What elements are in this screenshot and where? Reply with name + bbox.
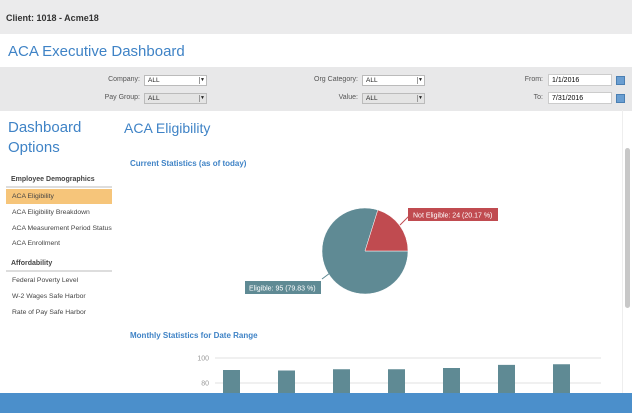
to-date-input[interactable]: 7/31/2016 [548, 92, 612, 104]
client-header: Client: 1018 - Acme18 [0, 0, 632, 34]
pay-group-select[interactable]: ALL ▼ [144, 93, 207, 104]
chevron-down-icon: ▼ [417, 95, 423, 102]
org-category-value: ALL [366, 77, 378, 84]
org-category-label: Org Category: [314, 76, 358, 83]
org-category-select[interactable]: ALL ▼ [362, 75, 425, 86]
bar-month-6[interactable] [498, 364, 515, 393]
chevron-down-icon: ▼ [417, 77, 423, 84]
sidebar-title-line2: Options [8, 139, 60, 156]
monthly-stats-title: Monthly Statistics for Date Range [130, 331, 258, 340]
company-select[interactable]: ALL ▼ [144, 75, 207, 86]
chevron-down-icon: ▼ [199, 95, 205, 102]
sidebar-item-aca-measurement-period-status[interactable]: ACA Measurement Period Status [12, 225, 112, 232]
bar-month-7[interactable] [553, 364, 570, 393]
pay-group-value: ALL [148, 95, 160, 102]
sidebar-item-federal-poverty-level[interactable]: Federal Poverty Level [12, 277, 79, 284]
chevron-down-icon: ▼ [199, 77, 205, 84]
bar-month-4[interactable] [388, 369, 405, 393]
bar-month-3[interactable] [333, 369, 350, 393]
value-select[interactable]: ALL ▼ [362, 93, 425, 104]
sidebar-item-w2-wages-safe-harbor[interactable]: W-2 Wages Safe Harbor [12, 293, 86, 300]
not-eligible-label-box [408, 208, 498, 221]
current-stats-title: Current Statistics (as of today) [130, 159, 247, 168]
footer-bar [0, 393, 632, 413]
y-tick-label: 100 [197, 356, 209, 363]
value-value: ALL [366, 95, 378, 102]
bar-month-1[interactable] [223, 370, 240, 393]
label-connector [399, 215, 410, 226]
value-label: Value: [338, 94, 358, 101]
sidebar-item-rate-of-pay-safe-harbor[interactable]: Rate of Pay Safe Harbor [12, 309, 87, 316]
pay-group-label: Pay Group: [104, 94, 140, 101]
sidebar-title-line1: Dashboard [8, 119, 82, 136]
page-title: ACA Executive Dashboard [0, 34, 632, 67]
calendar-icon[interactable] [616, 94, 625, 103]
not-eligible-label: Not Eligible: 24 (20.17 %) [413, 213, 492, 220]
sidebar-item-aca-eligibility[interactable]: ACA Eligibility [6, 189, 112, 204]
bar-month-2[interactable] [278, 370, 295, 394]
filter-bar: Company: ALL ▼ Pay Group: ALL ▼ Org Catego… [0, 67, 632, 111]
y-tick-label: 80 [201, 381, 209, 388]
calendar-icon[interactable] [616, 76, 625, 85]
company-label: Company: [108, 76, 140, 83]
group-employee-demographics: Employee Demographics [6, 176, 112, 188]
to-label: To: [533, 94, 543, 101]
section-title: ACA Eligibility [124, 120, 211, 136]
eligible-label: Eligible: 95 (79.83 %) [249, 286, 316, 293]
from-date-input[interactable]: 1/1/2016 [548, 74, 612, 86]
sidebar-title: Dashboard Options [8, 118, 81, 158]
label-connector [321, 272, 331, 280]
sidebar-item-aca-eligibility-breakdown[interactable]: ACA Eligibility Breakdown [12, 209, 90, 216]
from-label: From: [524, 76, 543, 83]
bar-month-5[interactable] [443, 368, 460, 393]
pie-slice-not-eligible[interactable] [364, 209, 409, 252]
eligible-label-box [245, 281, 321, 294]
sidebar-item-aca-enrollment[interactable]: ACA Enrollment [12, 240, 60, 247]
company-value: ALL [148, 77, 160, 84]
group-affordability: Affordability [6, 260, 112, 272]
scrollbar-thumb[interactable] [625, 148, 630, 308]
scrollbar-track[interactable] [622, 110, 632, 395]
